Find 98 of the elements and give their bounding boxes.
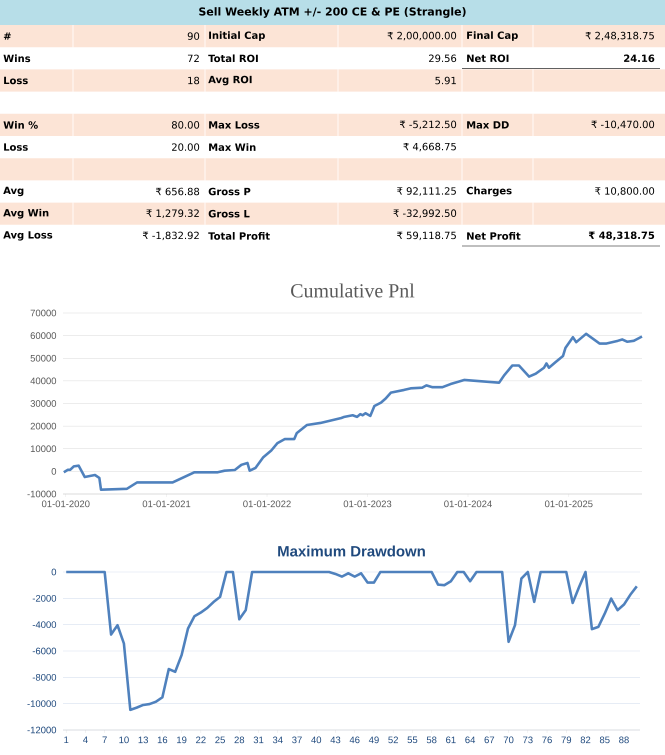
- x-tick-label: 40: [311, 736, 322, 744]
- x-tick-label: 01-01-2025: [544, 500, 593, 508]
- x-tick-label: 1: [64, 736, 68, 744]
- chart-title: Maximum Drawdown: [278, 546, 425, 557]
- x-tick-label: 58: [426, 736, 436, 744]
- text: #: [4, 32, 11, 40]
- text: ₹ -10,470.00: [592, 120, 654, 130]
- text: Wins: [3, 54, 30, 62]
- text: Win %: [3, 121, 38, 129]
- x-tick-label: 7: [102, 736, 107, 744]
- x-tick-label: 61: [446, 736, 456, 744]
- y-tick-label: -4000: [32, 621, 56, 628]
- text: Max Win: [209, 143, 256, 151]
- x-tick-label: 46: [350, 736, 360, 744]
- text: 80.00: [172, 121, 200, 129]
- x-tick-label: 79: [561, 736, 572, 744]
- y-tick-label: -12000: [27, 726, 56, 734]
- text: 90: [188, 32, 200, 40]
- x-tick-label: 25: [215, 736, 225, 744]
- x-tick-label: 85: [600, 736, 610, 744]
- x-tick-label: 52: [388, 736, 398, 744]
- text: Gross L: [208, 210, 250, 218]
- y-tick-label: 50000: [30, 354, 56, 362]
- text: ₹ 10,800.00: [595, 187, 654, 196]
- text: Avg Loss: [3, 231, 52, 241]
- x-tick-label: 28: [234, 736, 244, 744]
- text: ₹ -1,832.92: [142, 232, 199, 240]
- x-tick-label: 01-01-2022: [243, 500, 291, 508]
- text: Loss: [4, 76, 28, 84]
- line-series: [62, 332, 644, 491]
- text: Gross P: [208, 188, 250, 196]
- text: Net ROI: [467, 54, 508, 62]
- text: Sell Weekly ATM +/- 200 CE & PE (Strangle): [199, 7, 466, 18]
- x-tick-label: 10: [119, 736, 129, 744]
- x-tick-label: 55: [408, 736, 418, 744]
- text: Initial Cap: [209, 31, 265, 41]
- x-tick-label: 64: [465, 736, 476, 744]
- text: Avg: [3, 186, 24, 196]
- y-tick-label: 70000: [30, 310, 56, 316]
- text: Max Loss: [209, 121, 260, 129]
- chart-title: Cumulative Pnl: [291, 284, 414, 298]
- text: ₹ -32,992.50: [394, 209, 456, 218]
- x-tick-label: 01-01-2020: [42, 500, 90, 508]
- x-tick-label: 43: [330, 736, 340, 744]
- y-tick-label: 20000: [30, 422, 56, 430]
- text: Total Profit: [208, 232, 270, 240]
- x-tick-label: 34: [272, 736, 283, 744]
- text: 72: [188, 54, 199, 62]
- text: ₹ 4,668.75: [403, 142, 456, 152]
- text: ₹ -5,212.50: [400, 120, 456, 130]
- text: ₹ 59,118.75: [397, 232, 456, 240]
- x-tick-label: 37: [292, 736, 302, 744]
- x-tick-label: 16: [158, 736, 168, 744]
- x-tick-label: 82: [580, 736, 590, 744]
- text: ₹ 2,00,000.00: [388, 32, 456, 40]
- x-tick-label: 01-01-2021: [142, 500, 190, 508]
- x-tick-label: 22: [196, 736, 206, 744]
- text: ₹ 1,279.32: [146, 209, 199, 218]
- text: Final Cap: [467, 31, 518, 41]
- text: Total ROI: [208, 54, 258, 62]
- y-tick-label: -8000: [32, 674, 56, 681]
- x-tick-label: 31: [254, 736, 264, 744]
- x-tick-label: 01-01-2024: [444, 500, 492, 508]
- x-tick-label: 70: [504, 736, 514, 744]
- y-tick-label: -6000: [32, 648, 56, 654]
- x-tick-label: 19: [177, 736, 186, 744]
- x-tick-label: 67: [484, 736, 494, 744]
- text: Avg ROI: [208, 76, 252, 86]
- y-tick-label: 0: [52, 468, 56, 475]
- x-tick-label: 13: [138, 736, 148, 744]
- y-tick-label: -2000: [32, 594, 56, 602]
- text: 20.00: [172, 143, 200, 151]
- x-tick-label: 88: [619, 736, 629, 744]
- text: Charges: [466, 186, 512, 196]
- text: Loss: [4, 143, 28, 151]
- text: 24.16: [624, 54, 654, 62]
- text: ₹ 48,318.75: [588, 231, 654, 240]
- x-tick-label: 01-01-2023: [344, 500, 392, 508]
- y-tick-label: 60000: [30, 332, 56, 339]
- text: Max DD: [467, 121, 509, 129]
- y-tick-label: 0: [52, 568, 56, 576]
- text: 18: [188, 76, 200, 84]
- x-tick-label: 76: [542, 736, 552, 744]
- y-tick-label: 40000: [30, 378, 56, 384]
- text: ₹ 656.88: [156, 188, 200, 196]
- text: ₹ 92,111.25: [397, 187, 456, 196]
- y-tick-label: -10000: [27, 700, 56, 708]
- y-tick-label: -10000: [27, 490, 56, 498]
- x-tick-label: 4: [83, 736, 88, 744]
- x-tick-label: 49: [368, 736, 379, 744]
- y-tick-label: 30000: [30, 400, 56, 407]
- x-tick-label: 73: [523, 736, 533, 744]
- text: Avg Win: [3, 208, 48, 219]
- text: 29.56: [429, 54, 456, 62]
- y-tick-label: 10000: [30, 445, 56, 452]
- text: ₹ 2,48,318.75: [586, 32, 654, 40]
- text: Net Profit: [467, 232, 520, 240]
- text: 5.91: [435, 76, 456, 84]
